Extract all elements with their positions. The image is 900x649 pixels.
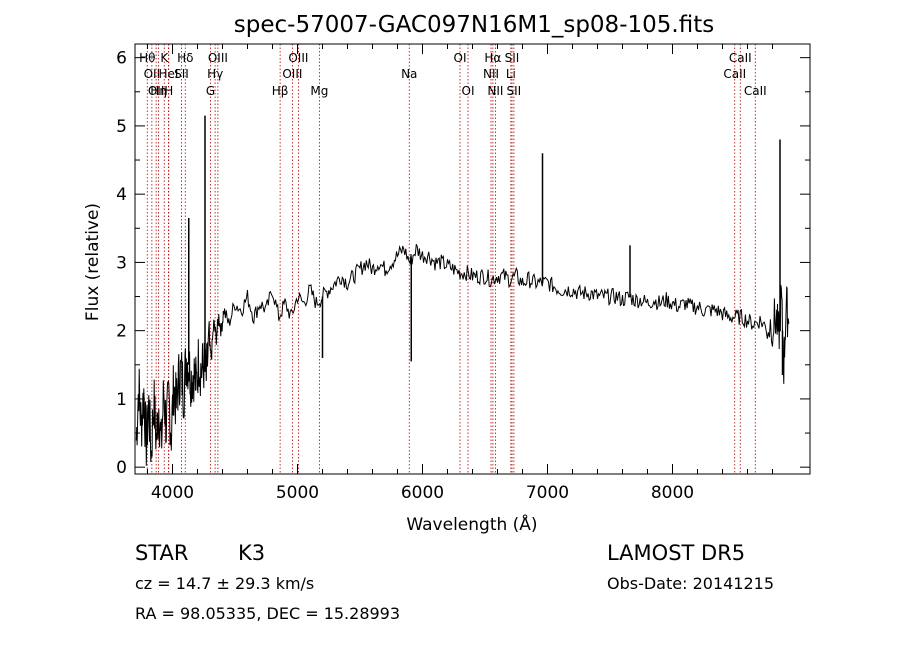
y-tick-label: 5 [116, 117, 127, 137]
x-tick-label: 6000 [401, 483, 444, 503]
y-axis-label: Flux (relative) [83, 203, 103, 321]
spectrum-line [135, 244, 790, 466]
y-tick-label: 6 [116, 49, 127, 69]
x-tick-label: 8000 [651, 483, 694, 503]
line-marker-label: K [160, 51, 169, 65]
line-marker-label: NII [483, 67, 499, 81]
x-axis-label: Wavelength (Å) [406, 513, 537, 535]
line-marker-label: CaII [744, 84, 767, 98]
x-tick-label: 5000 [276, 483, 319, 503]
line-marker-label: OII [148, 84, 165, 98]
x-tick-label: 4000 [151, 483, 194, 503]
x-tick-label: 7000 [526, 483, 569, 503]
survey-name: LAMOST DR5 [607, 541, 746, 565]
line-marker-label: SII [505, 51, 520, 65]
object-class: STAR [135, 541, 189, 565]
redshift-cz: cz = 14.7 ± 29.3 km/s [135, 574, 315, 593]
y-tick-label: 4 [116, 185, 127, 205]
chart-title: spec-57007-GAC097N16M1_sp08-105.fits [234, 12, 714, 38]
y-tick-label: 2 [116, 322, 127, 342]
line-marker-label: Hδ [177, 51, 193, 65]
line-marker-label: Hβ [272, 84, 289, 98]
line-marker-label: HeI [159, 67, 179, 81]
line-marker-label: G [206, 84, 215, 98]
coordinates: RA = 98.05335, DEC = 15.28993 [135, 604, 401, 623]
y-tick-label: 1 [116, 390, 127, 410]
line-marker-label: Na [401, 67, 417, 81]
y-tick-label: 3 [116, 253, 127, 273]
obs-date: Obs-Date: 20141215 [607, 574, 775, 593]
line-marker-label: OI [454, 51, 467, 65]
spectrum-series [135, 115, 790, 466]
line-marker-label: SII [507, 84, 522, 98]
line-marker-label: Hγ [207, 67, 223, 81]
line-marker-label: Hη [150, 84, 167, 98]
plot-frame [134, 43, 811, 475]
line-marker-label: SII [174, 67, 189, 81]
line-marker-label: CaII [723, 67, 746, 81]
y-tick-label: 0 [116, 458, 127, 478]
line-marker-label: Hα [484, 51, 501, 65]
line-marker-label: Hθ [139, 51, 155, 65]
line-marker-label: OIII [208, 51, 228, 65]
line-marker-label: Li [506, 67, 516, 81]
line-marker-label: NII [487, 84, 503, 98]
line-marker-label: CaII [729, 51, 752, 65]
line-marker-label: OII [144, 67, 161, 81]
line-marker-label: OI [462, 84, 475, 98]
line-marker-label: Mg [310, 84, 328, 98]
axes: 4000 5000 6000 7000 8000 0 1 2 3 4 5 6 [116, 43, 811, 503]
subclass: K3 [238, 541, 266, 565]
line-markers: HθOIIOIIHηKHHeISIIHδGHγOIIIHβOIIIOIIIMgN… [139, 44, 767, 474]
line-marker-label: OIII [288, 51, 308, 65]
line-marker-label: OIII [282, 67, 302, 81]
